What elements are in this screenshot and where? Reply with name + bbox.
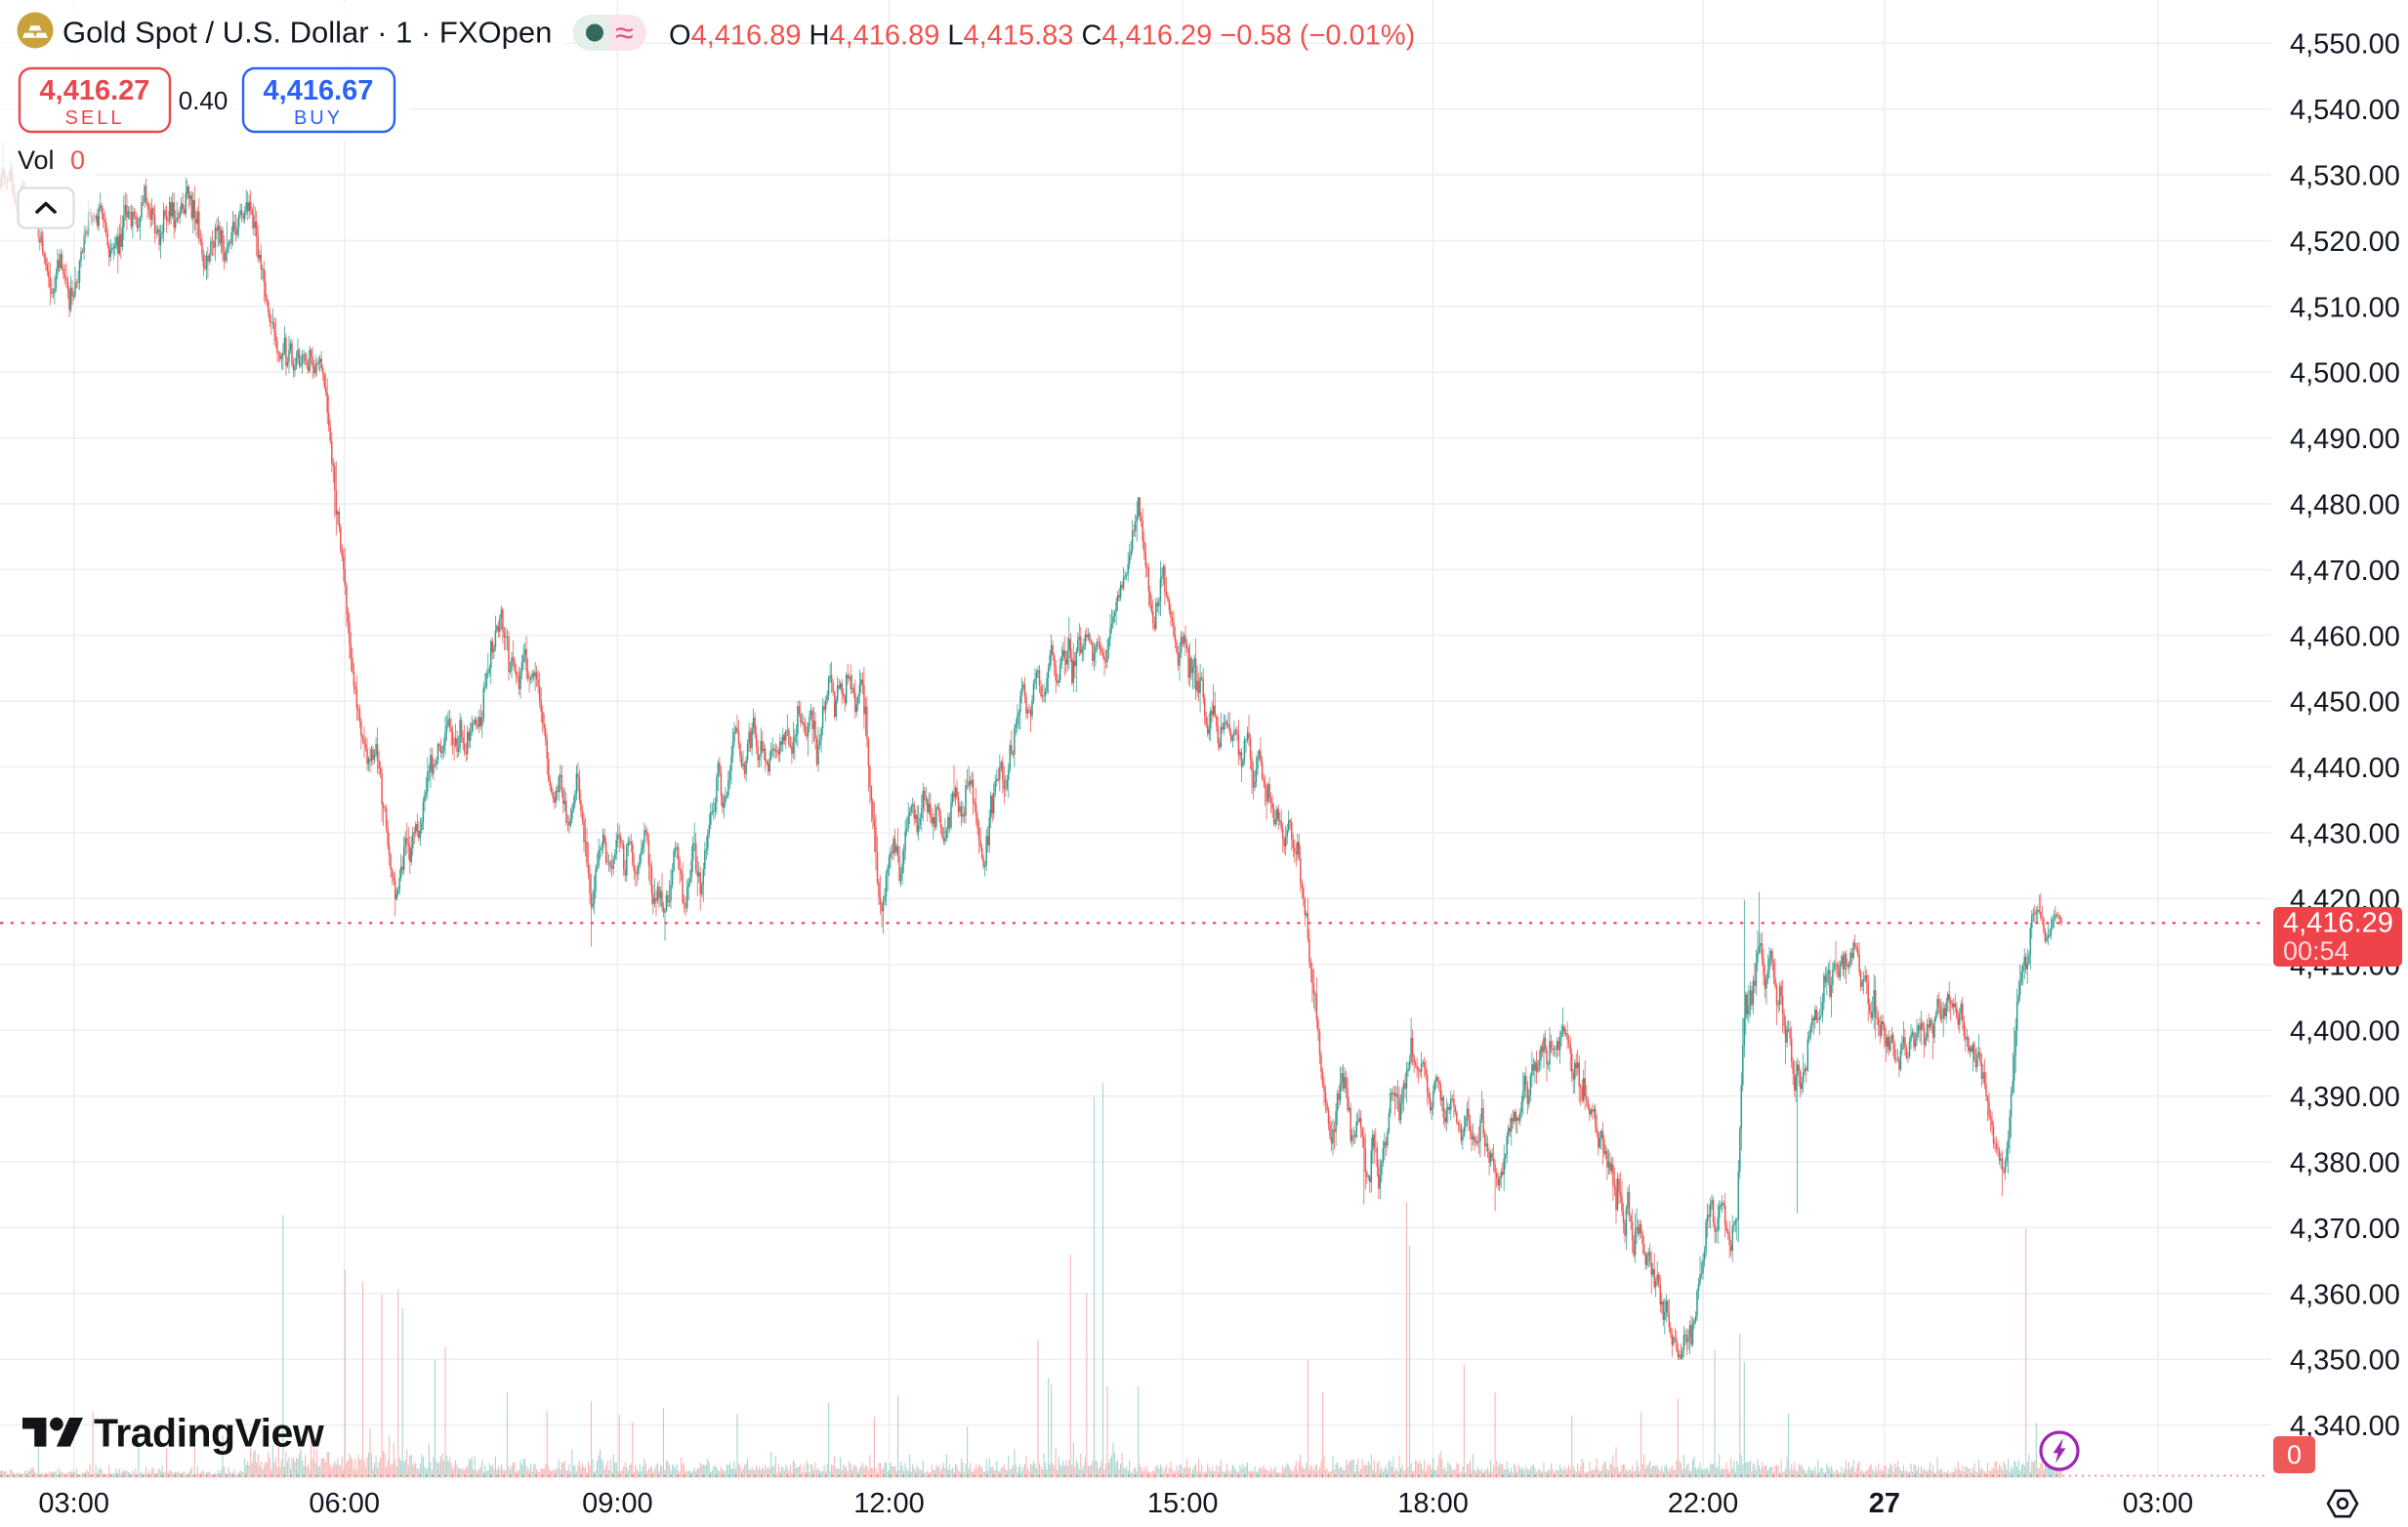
svg-text:0: 0 bbox=[2287, 1440, 2302, 1469]
svg-text:4,510.00: 4,510.00 bbox=[2290, 292, 2400, 323]
svg-text:09:00: 09:00 bbox=[582, 1488, 653, 1519]
svg-text:00:54: 00:54 bbox=[2283, 936, 2349, 966]
svg-text:4,540.00: 4,540.00 bbox=[2290, 95, 2400, 126]
svg-text:03:00: 03:00 bbox=[2123, 1488, 2194, 1519]
svg-text:22:00: 22:00 bbox=[1668, 1488, 1739, 1519]
svg-text:4,350.00: 4,350.00 bbox=[2290, 1345, 2400, 1377]
svg-text:4,520.00: 4,520.00 bbox=[2290, 227, 2400, 258]
svg-text:12:00: 12:00 bbox=[853, 1488, 925, 1519]
svg-text:4,380.00: 4,380.00 bbox=[2290, 1148, 2400, 1179]
svg-text:Vol: Vol bbox=[18, 145, 55, 175]
svg-text:O4,416.89 H4,416.89 L4,415.8: O4,416.89 H4,416.89 L4,415.83 C4,416.29 … bbox=[669, 21, 1415, 52]
svg-text:03:00: 03:00 bbox=[38, 1488, 109, 1519]
svg-text:4,400.00: 4,400.00 bbox=[2290, 1016, 2400, 1048]
svg-text:4,490.00: 4,490.00 bbox=[2290, 424, 2400, 455]
svg-text:4,450.00: 4,450.00 bbox=[2290, 687, 2400, 719]
svg-text:BUY: BUY bbox=[294, 107, 343, 129]
svg-text:4,470.00: 4,470.00 bbox=[2290, 556, 2400, 587]
svg-text:4,360.00: 4,360.00 bbox=[2290, 1279, 2400, 1310]
svg-text:4,390.00: 4,390.00 bbox=[2290, 1082, 2400, 1113]
svg-text:18:00: 18:00 bbox=[1397, 1488, 1469, 1519]
svg-text:4,480.00: 4,480.00 bbox=[2290, 490, 2400, 521]
svg-text:0.40: 0.40 bbox=[179, 86, 228, 115]
svg-text:4,460.00: 4,460.00 bbox=[2290, 621, 2400, 652]
svg-text:4,430.00: 4,430.00 bbox=[2290, 819, 2400, 850]
svg-text:≈: ≈ bbox=[615, 15, 634, 52]
svg-text:4,530.00: 4,530.00 bbox=[2290, 161, 2400, 192]
svg-text:15:00: 15:00 bbox=[1147, 1488, 1219, 1519]
svg-text:4,440.00: 4,440.00 bbox=[2290, 753, 2400, 784]
svg-text:4,500.00: 4,500.00 bbox=[2290, 358, 2400, 390]
svg-text:27: 27 bbox=[1869, 1488, 1900, 1519]
svg-text:4,370.00: 4,370.00 bbox=[2290, 1214, 2400, 1245]
svg-text:TradingView: TradingView bbox=[94, 1411, 324, 1456]
svg-text:4,550.00: 4,550.00 bbox=[2290, 29, 2400, 61]
svg-text:06:00: 06:00 bbox=[309, 1488, 380, 1519]
svg-text:SELL: SELL bbox=[65, 107, 125, 129]
svg-text:4,416.29: 4,416.29 bbox=[2283, 908, 2393, 939]
svg-text:4,416.27: 4,416.27 bbox=[40, 75, 150, 106]
svg-text:4,416.67: 4,416.67 bbox=[264, 75, 374, 106]
svg-text:Gold Spot / U.S. Dollar · 1 ·: Gold Spot / U.S. Dollar · 1 · FXOpen bbox=[62, 16, 552, 50]
svg-text:0: 0 bbox=[70, 145, 85, 175]
